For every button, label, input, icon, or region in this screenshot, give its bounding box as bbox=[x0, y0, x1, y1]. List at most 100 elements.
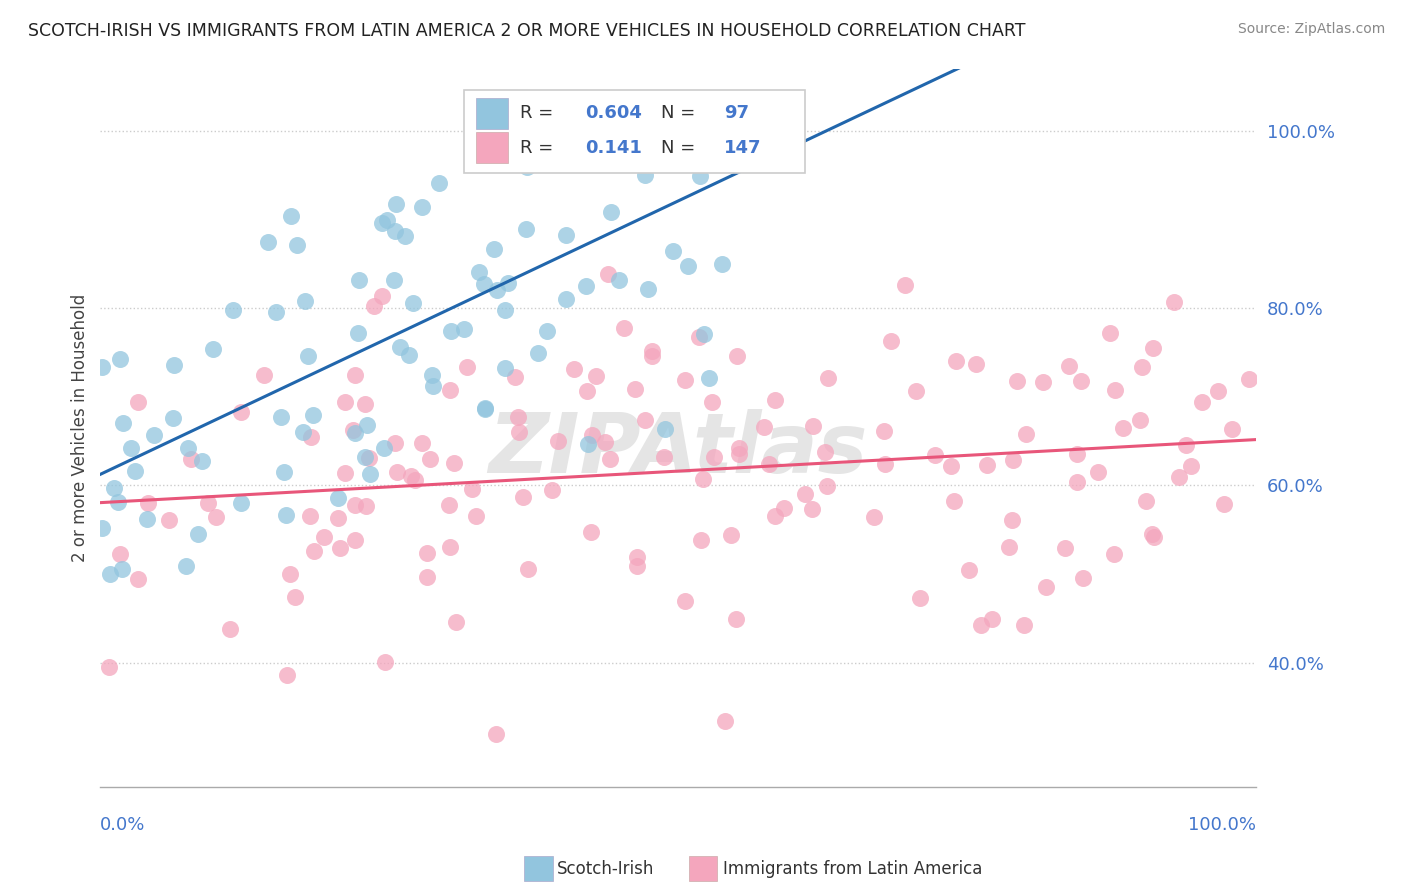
Point bbox=[385, 197, 408, 211]
Point bbox=[312, 530, 335, 544]
Point bbox=[1206, 384, 1229, 398]
Point bbox=[702, 394, 724, 409]
Text: ZIPAtlas: ZIPAtlas bbox=[488, 409, 868, 490]
Point bbox=[363, 299, 385, 313]
Point bbox=[503, 369, 526, 384]
Point bbox=[689, 128, 711, 142]
Point bbox=[661, 244, 683, 259]
Point bbox=[163, 358, 186, 372]
Point bbox=[266, 304, 288, 318]
Point bbox=[980, 612, 1002, 626]
Point bbox=[515, 222, 537, 236]
Text: 0.0%: 0.0% bbox=[100, 815, 146, 834]
Point bbox=[120, 441, 142, 455]
Point bbox=[727, 441, 749, 455]
Text: 0.141: 0.141 bbox=[585, 138, 643, 156]
Point bbox=[1057, 359, 1080, 373]
Point bbox=[375, 213, 398, 227]
Point bbox=[626, 549, 648, 564]
Point bbox=[1001, 513, 1024, 527]
Point bbox=[440, 324, 463, 338]
Point bbox=[333, 467, 356, 481]
Point bbox=[581, 427, 603, 442]
Point bbox=[344, 533, 367, 547]
Point bbox=[1129, 413, 1152, 427]
Point bbox=[359, 467, 381, 481]
Point bbox=[353, 397, 375, 411]
Point bbox=[219, 622, 242, 636]
Point bbox=[700, 106, 723, 120]
Point bbox=[516, 562, 538, 576]
Point bbox=[197, 496, 219, 510]
Point bbox=[908, 591, 931, 606]
Point bbox=[333, 394, 356, 409]
Point bbox=[692, 472, 714, 486]
Point bbox=[398, 348, 420, 362]
Point bbox=[464, 509, 486, 524]
Point bbox=[1087, 465, 1109, 479]
Point bbox=[494, 361, 516, 376]
Point bbox=[285, 238, 308, 252]
Point bbox=[374, 656, 396, 670]
Text: R =: R = bbox=[520, 104, 558, 122]
Text: Immigrants from Latin America: Immigrants from Latin America bbox=[723, 860, 981, 878]
Point bbox=[157, 513, 180, 527]
Point bbox=[302, 409, 325, 423]
Point bbox=[763, 508, 786, 523]
Point bbox=[763, 392, 786, 407]
Point bbox=[98, 567, 121, 582]
Point bbox=[613, 321, 636, 335]
Point bbox=[598, 267, 620, 281]
FancyBboxPatch shape bbox=[464, 90, 806, 173]
Point bbox=[103, 481, 125, 495]
Point bbox=[162, 411, 184, 425]
Point bbox=[631, 106, 654, 120]
Point bbox=[634, 413, 657, 427]
Point bbox=[801, 502, 824, 516]
Point bbox=[371, 289, 394, 303]
Point bbox=[905, 384, 928, 399]
Point bbox=[453, 322, 475, 336]
Point bbox=[1142, 530, 1164, 544]
Point bbox=[437, 498, 460, 512]
Point bbox=[641, 349, 664, 363]
Point bbox=[294, 293, 316, 308]
Point bbox=[1098, 326, 1121, 340]
Point bbox=[136, 496, 159, 510]
Point bbox=[292, 425, 315, 440]
Point bbox=[402, 296, 425, 310]
Point bbox=[1142, 526, 1164, 541]
Point bbox=[1053, 541, 1076, 555]
Point bbox=[415, 546, 437, 560]
Point bbox=[624, 382, 647, 396]
Point bbox=[1237, 372, 1260, 386]
Point bbox=[688, 330, 710, 344]
Point bbox=[1066, 475, 1088, 489]
Point bbox=[1130, 360, 1153, 375]
Point bbox=[485, 727, 508, 741]
Point bbox=[658, 130, 681, 145]
Point bbox=[347, 273, 370, 287]
Point bbox=[302, 543, 325, 558]
Point bbox=[607, 273, 630, 287]
Point bbox=[191, 454, 214, 468]
Point bbox=[945, 354, 967, 368]
Point bbox=[527, 346, 550, 360]
Point bbox=[512, 490, 534, 504]
Point bbox=[581, 524, 603, 539]
Point bbox=[863, 509, 886, 524]
Text: Source: ZipAtlas.com: Source: ZipAtlas.com bbox=[1237, 22, 1385, 37]
Point bbox=[347, 326, 370, 340]
FancyBboxPatch shape bbox=[475, 132, 508, 163]
Point bbox=[278, 567, 301, 582]
Point bbox=[253, 368, 276, 383]
Point bbox=[697, 371, 720, 385]
Point bbox=[689, 169, 711, 183]
Point bbox=[429, 176, 451, 190]
Point bbox=[688, 156, 710, 170]
Point bbox=[673, 115, 696, 129]
Point bbox=[494, 302, 516, 317]
Point bbox=[496, 276, 519, 290]
Point bbox=[1073, 571, 1095, 585]
Point bbox=[299, 508, 322, 523]
